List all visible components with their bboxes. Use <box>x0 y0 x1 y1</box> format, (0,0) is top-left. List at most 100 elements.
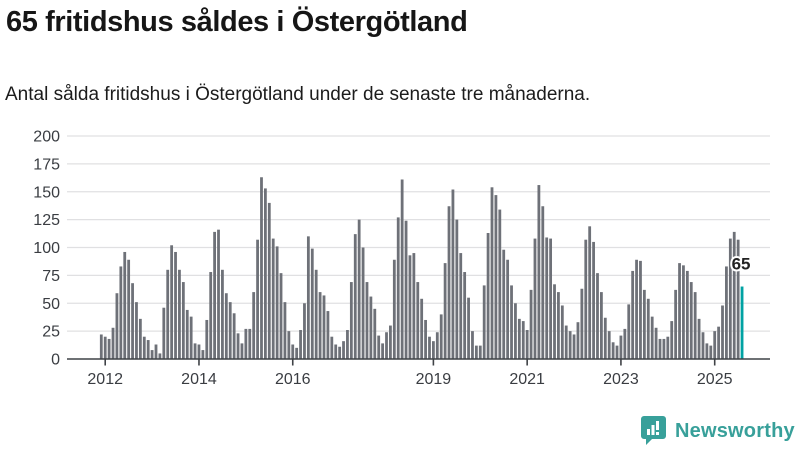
bar <box>502 249 506 359</box>
bar <box>560 305 564 359</box>
bar <box>107 338 111 359</box>
bar <box>471 331 474 360</box>
y-axis-tick-label: 75 <box>42 268 60 285</box>
bar <box>287 331 291 360</box>
bar <box>510 285 513 359</box>
bar <box>553 284 556 359</box>
x-axis-tick-label: 2021 <box>509 371 545 388</box>
newsworthy-logo[interactable]: Newsworthy <box>641 414 796 446</box>
bar <box>291 344 295 359</box>
bar <box>537 185 541 359</box>
bar <box>584 239 588 359</box>
bar <box>631 270 635 359</box>
bar <box>685 270 689 359</box>
bar <box>357 219 361 360</box>
bar <box>349 282 353 359</box>
bar <box>138 318 142 359</box>
bar <box>318 292 322 359</box>
bar <box>650 316 654 359</box>
x-axis-tick-label: 2025 <box>697 371 733 388</box>
bar <box>443 263 447 359</box>
bar <box>400 179 404 359</box>
highlighted-bar <box>740 286 744 359</box>
bar <box>99 334 103 359</box>
bar <box>295 347 299 359</box>
bar <box>506 259 510 359</box>
bar <box>490 187 494 359</box>
bar <box>150 350 154 359</box>
bar <box>596 273 599 359</box>
bar <box>248 328 252 360</box>
bar <box>619 335 623 359</box>
bar <box>365 282 369 359</box>
bar <box>689 282 693 359</box>
bar-chart-speech-bubble-icon <box>641 416 666 445</box>
bar <box>244 328 248 360</box>
bar <box>564 325 568 359</box>
bar <box>193 343 197 359</box>
bar <box>486 233 490 359</box>
bar <box>439 314 443 359</box>
x-axis-tick-label: 2023 <box>603 371 639 388</box>
bar <box>185 309 189 359</box>
bar <box>209 272 213 359</box>
bar <box>627 304 631 359</box>
bar <box>557 292 560 359</box>
bar <box>385 332 388 359</box>
bar <box>494 195 498 359</box>
bar <box>603 317 607 360</box>
x-axis-tick-label: 2019 <box>416 371 452 388</box>
bar <box>334 344 338 359</box>
bar <box>228 302 232 359</box>
bar <box>682 265 685 359</box>
bar <box>514 303 517 359</box>
brand-name: Newsworthy <box>675 419 795 442</box>
bar <box>131 283 134 359</box>
bar <box>529 289 533 359</box>
bar <box>459 253 463 359</box>
bar <box>213 231 216 359</box>
bar <box>174 251 177 359</box>
bar <box>338 346 342 360</box>
bar <box>240 343 244 359</box>
bar <box>346 330 349 359</box>
bar <box>361 247 365 359</box>
bar <box>467 297 470 360</box>
bar <box>326 311 330 360</box>
bar <box>592 241 595 359</box>
bar <box>670 321 674 359</box>
bar <box>205 319 209 359</box>
bar <box>521 321 525 359</box>
bar <box>224 293 228 359</box>
bar <box>615 345 619 359</box>
chart-subtitle: Antal sålda fritidshus i Östergötland un… <box>5 84 591 105</box>
bar <box>201 350 205 359</box>
bar <box>322 295 326 359</box>
bar <box>474 345 478 359</box>
bar <box>721 305 724 359</box>
x-axis-tick-label: 2016 <box>275 371 311 388</box>
bar <box>728 238 732 359</box>
bar <box>306 236 310 359</box>
bar <box>732 231 736 359</box>
bar <box>580 288 584 359</box>
bar <box>377 335 381 359</box>
bar <box>525 330 529 359</box>
page-title: 65 fritidshus såldes i Östergötland <box>6 6 468 38</box>
bar <box>162 307 166 359</box>
bar <box>221 269 224 359</box>
bar <box>353 234 357 359</box>
y-axis-tick-label: 0 <box>51 352 60 369</box>
bar <box>181 282 185 359</box>
bar <box>713 331 717 360</box>
bar <box>428 336 431 359</box>
bar <box>576 322 580 359</box>
bar <box>432 341 435 359</box>
bar <box>498 209 502 359</box>
bar <box>447 206 451 359</box>
x-axis-tick-label: 2012 <box>87 371 123 388</box>
bar <box>146 340 150 359</box>
bar <box>314 269 318 359</box>
bar <box>330 336 334 359</box>
bar <box>533 238 537 359</box>
